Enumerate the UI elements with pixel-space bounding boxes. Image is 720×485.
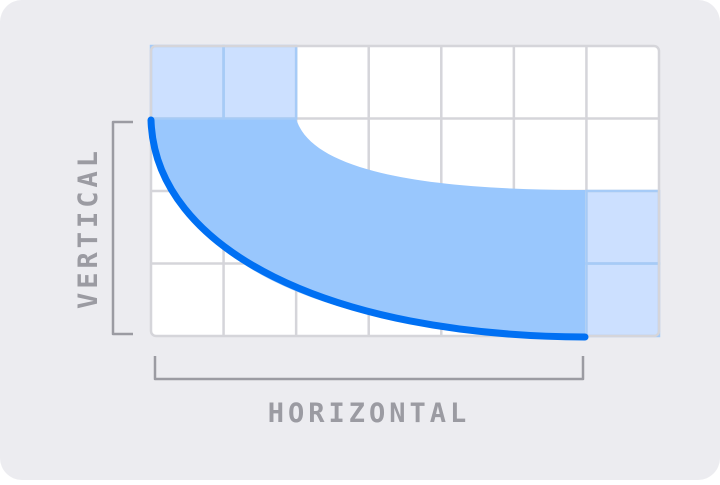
vertical-bracket	[111, 120, 133, 336]
swept-region	[151, 118, 585, 336]
highlighted-cell	[223, 46, 297, 119]
horizontal-bracket	[153, 356, 585, 381]
highlighted-cell	[586, 191, 659, 264]
horizontal-label: HORIZONTAL	[268, 398, 471, 429]
easing-curve	[147, 116, 589, 341]
vertical-label: VERTICAL	[73, 147, 104, 309]
highlighted-cells	[151, 46, 659, 336]
highlighted-cell	[586, 263, 659, 336]
grid-border	[149, 44, 661, 338]
highlighted-cell	[151, 46, 224, 119]
